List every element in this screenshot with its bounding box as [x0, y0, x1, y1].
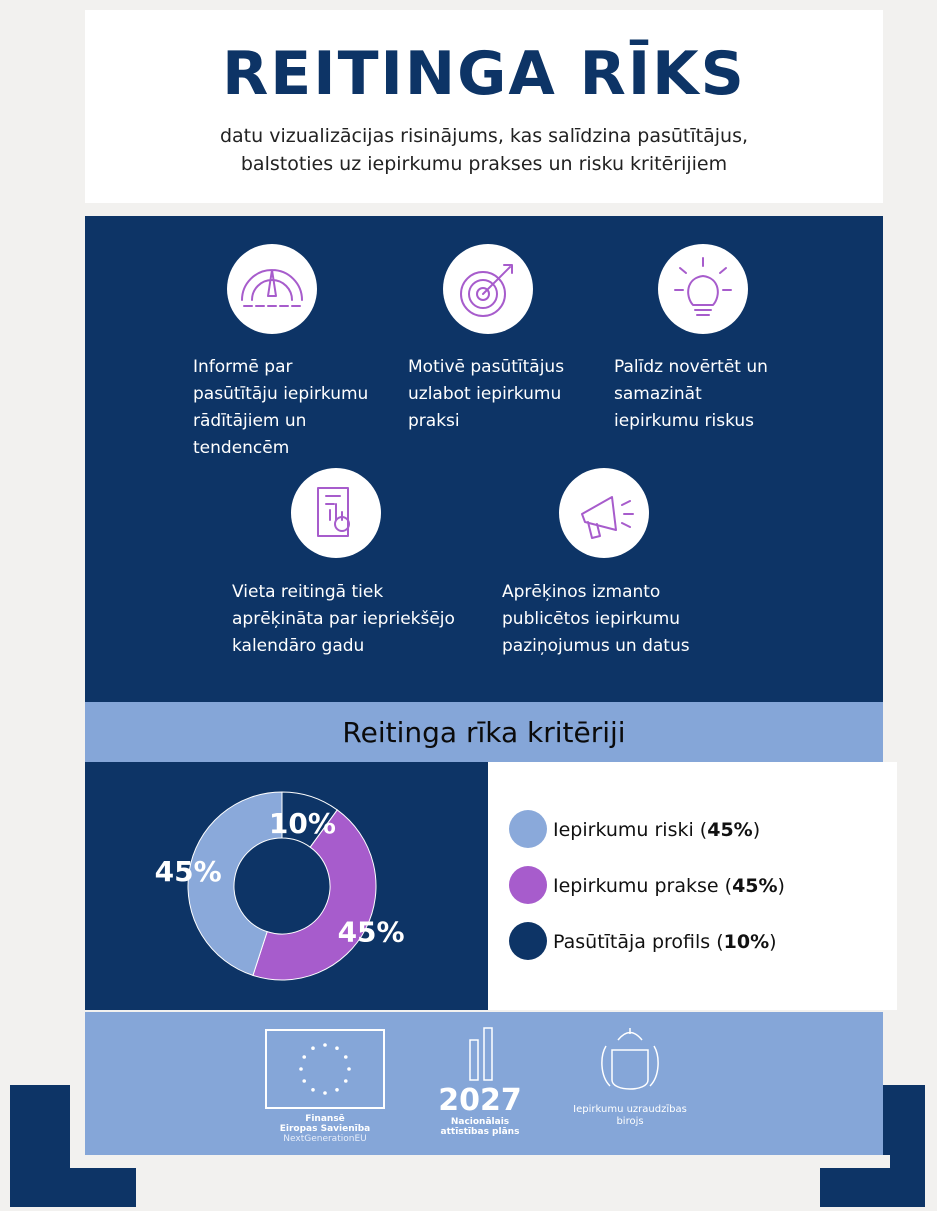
- legend-label: Iepirkumu prakse (45%): [553, 875, 785, 897]
- feature-text: publicētos iepirkumu: [502, 609, 680, 629]
- feature-text: praksi: [408, 411, 460, 431]
- feature-text: Palīdz novērtēt un: [614, 357, 768, 377]
- legend-share: 10%: [724, 931, 769, 953]
- icon-gauge: [241, 269, 303, 301]
- section-bar: [85, 702, 883, 762]
- section-title: Reitinga rīka kritēriji: [342, 716, 625, 749]
- legend-swatch: [509, 810, 547, 848]
- decor: [820, 1168, 925, 1207]
- eu-text: NextGenerationEU: [283, 1134, 366, 1144]
- feature-text: uzlabot iepirkumu: [408, 384, 561, 404]
- eu-text: Eiropas Savienība: [280, 1124, 370, 1134]
- donut-label: 10%: [269, 807, 336, 840]
- legend: Iepirkumu riski (45%)Iepirkumu prakse (4…: [509, 810, 785, 960]
- icon-target: [460, 271, 506, 317]
- icon-target: [476, 287, 490, 301]
- legend-box: [488, 762, 897, 1010]
- icon-bulb: [674, 257, 732, 316]
- feature-text: paziņojumus un datus: [502, 636, 690, 656]
- icon-circle: [227, 244, 317, 334]
- eu-star: [323, 1091, 327, 1095]
- feature-text: iepirkumu riskus: [614, 411, 754, 431]
- header-box: [85, 10, 883, 203]
- legend-end: ): [769, 931, 776, 953]
- eu-star: [343, 1055, 348, 1059]
- eu-star: [311, 1087, 315, 1092]
- donut-segment: [252, 809, 377, 981]
- feature-text: Vieta reitingā tiek: [232, 582, 383, 602]
- iub-text: Iepirkumu uzraudzības: [573, 1104, 687, 1115]
- icon-circle: [658, 244, 748, 334]
- eu-star: [302, 1079, 307, 1083]
- nap-text: attīstības plāns: [441, 1127, 520, 1137]
- legend-text: Pasūtītāja profils (: [553, 931, 724, 953]
- nap-text: Nacionālais: [451, 1117, 509, 1127]
- eu-stars: [299, 1043, 351, 1095]
- legend-swatch: [509, 866, 547, 904]
- icons: [227, 244, 748, 558]
- feature-text: samazināt: [614, 384, 702, 404]
- eu-star: [311, 1046, 315, 1051]
- feature-text: rādītājiem un: [193, 411, 306, 431]
- eu-star: [347, 1067, 351, 1071]
- title: REITINGA RĪKS: [222, 38, 746, 109]
- legend-swatch: [509, 922, 547, 960]
- icon-circle: [559, 468, 649, 558]
- coat-of-arms: [601, 1028, 659, 1090]
- iub-text: birojs: [616, 1116, 643, 1127]
- icon-arrow: [482, 264, 513, 295]
- feature-text: Informē par: [193, 357, 293, 377]
- decor: [10, 1168, 136, 1207]
- icon-report: [317, 487, 349, 537]
- legend-text: Iepirkumu riski (: [553, 819, 707, 841]
- legend-share: 45%: [732, 875, 777, 897]
- subtitle: datu vizualizācijas risinājums, kas salī…: [220, 125, 748, 147]
- eu-flag: [265, 1029, 385, 1109]
- eu-star: [302, 1055, 307, 1059]
- feature-text: kalendāro gadu: [232, 636, 364, 656]
- donut: 10% 45% 45%: [155, 791, 405, 981]
- feature-text: Motivē pasūtītājus: [408, 357, 564, 377]
- legend-text: Iepirkumu prakse (: [553, 875, 732, 897]
- donut-label: 45%: [338, 915, 405, 948]
- icon-target: [468, 279, 498, 309]
- donut-label: 45%: [155, 855, 222, 888]
- icon-lens: [334, 516, 350, 532]
- eu-star: [335, 1046, 339, 1051]
- eu-star: [343, 1079, 348, 1083]
- eu-star: [323, 1043, 327, 1047]
- features: Informē par pasūtītāju iepirkumu rādītājie…: [193, 357, 768, 656]
- legend-share: 45%: [707, 819, 752, 841]
- donut-segment: [187, 791, 283, 977]
- eu-star: [335, 1087, 339, 1092]
- legend-label: Iepirkumu riski (45%): [553, 819, 760, 841]
- feature-text: pasūtītāju iepirkumu: [193, 384, 368, 404]
- nap-year: 2027: [438, 1083, 522, 1118]
- subtitle: balstoties uz iepirkumu prakses un risku…: [241, 153, 727, 175]
- eu-star: [299, 1067, 303, 1071]
- eu-text: Finansē: [305, 1114, 345, 1124]
- legend-end: ): [778, 875, 785, 897]
- feature-text: Aprēķinos izmanto: [502, 582, 660, 602]
- icon-megaphone: [581, 496, 634, 539]
- decor: [70, 1155, 890, 1168]
- feature-text: aprēķināta par iepriekšējo: [232, 609, 455, 629]
- nap-logo: [469, 1027, 493, 1081]
- legend-end: ): [753, 819, 760, 841]
- legend-label: Pasūtītāja profils (10%): [553, 931, 777, 953]
- feature-text: tendencēm: [193, 438, 289, 458]
